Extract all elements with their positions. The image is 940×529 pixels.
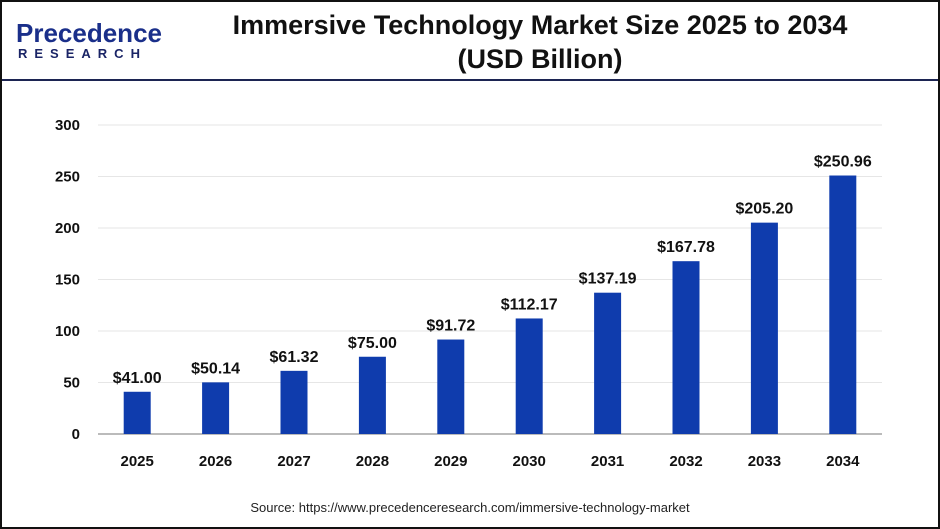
chart-title: Immersive Technology Market Size 2025 to…: [200, 8, 880, 76]
x-tick-label: 2026: [199, 453, 232, 470]
y-tick-label: 100: [55, 323, 80, 340]
x-tick-label: 2032: [669, 453, 702, 470]
logo-line1: Precedence: [16, 18, 162, 48]
bar: [123, 391, 151, 434]
x-tick-label: 2025: [121, 453, 154, 470]
data-label: $205.20: [735, 201, 793, 218]
data-label: $137.19: [579, 271, 637, 288]
x-tick-label: 2028: [356, 453, 389, 470]
bar: [594, 292, 622, 434]
bar: [515, 318, 543, 434]
data-label: $75.00: [348, 335, 397, 352]
y-tick-label: 200: [55, 220, 80, 237]
data-label: $41.00: [113, 370, 162, 387]
bar: [437, 339, 465, 434]
bar: [672, 261, 700, 434]
header-divider: [2, 79, 938, 81]
bar: [750, 222, 778, 434]
data-label: $250.96: [814, 154, 872, 171]
x-tick-label: 2029: [434, 453, 467, 470]
data-label: $167.78: [657, 239, 715, 256]
chart-title-line1: Immersive Technology Market Size 2025 to…: [232, 10, 848, 40]
bar: [280, 370, 308, 434]
data-label: $91.72: [426, 318, 475, 335]
chart-title-line2: (USD Billion): [457, 44, 623, 74]
bar: [202, 382, 230, 434]
bar: [829, 175, 857, 434]
y-tick-label: 0: [72, 426, 80, 443]
y-tick-label: 300: [55, 117, 80, 134]
y-tick-label: 50: [63, 375, 80, 392]
bar: [358, 356, 386, 434]
precedence-research-logo: Precedence RESEARCH: [16, 20, 162, 62]
x-tick-label: 2031: [591, 453, 624, 470]
y-tick-label: 150: [55, 272, 80, 289]
data-label: $112.17: [501, 296, 558, 313]
source-note: Source: https://www.precedenceresearch.c…: [250, 500, 690, 515]
y-tick-label: 250: [55, 169, 80, 186]
x-tick-label: 2027: [277, 453, 310, 470]
x-tick-label: 2030: [513, 453, 546, 470]
data-label: $50.14: [191, 360, 240, 377]
logo-line2: RESEARCH: [18, 46, 147, 61]
x-tick-label: 2034: [826, 453, 860, 470]
data-label: $61.32: [270, 349, 319, 366]
x-tick-label: 2033: [748, 453, 781, 470]
